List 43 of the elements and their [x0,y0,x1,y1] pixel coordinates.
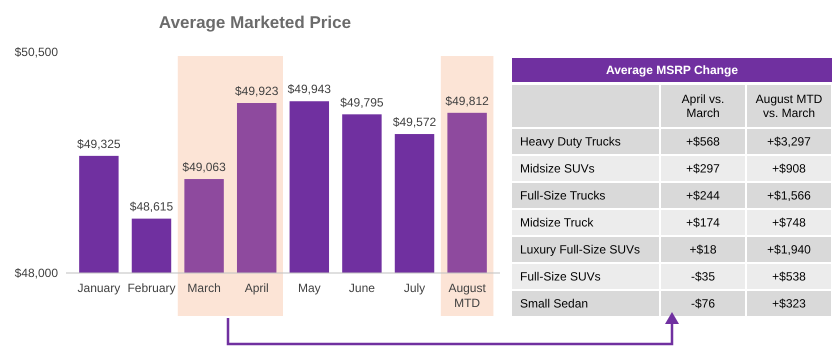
x-tick-label: July [404,281,426,295]
data-label: $49,943 [288,82,332,96]
y-tick-label: $50,500 [14,45,58,60]
category-label: August MTD vs. March [756,92,823,120]
text: +$568 [686,134,720,149]
text: +$3,297 [767,134,811,149]
category-label: Small Sedan [520,296,588,311]
text: +$908 [772,162,806,176]
text: +$748 [772,216,806,230]
text: +$244 [686,188,720,203]
text: -$76 [690,296,716,311]
data-label: $48,615 [130,200,174,214]
data-label: $49,923 [235,84,279,98]
chart-title: Average Marketed Price [158,13,352,32]
category-label: April vs. March [682,92,724,120]
text: +$18 [689,242,717,257]
category-label: Full-Size SUVs [520,270,601,284]
x-tick-label: August MTD [448,281,486,310]
x-tick-label: January [78,281,120,295]
category-label: Midsize SUVs [520,162,595,176]
x-tick-label: May [298,281,321,295]
text: +$174 [686,216,720,230]
text: +$1,940 [767,242,811,257]
x-tick-label: April [244,281,269,295]
x-tick-label: March [187,281,221,295]
text: +$1,566 [767,188,811,203]
data-label: $49,325 [77,136,121,151]
x-tick-label: June [348,281,376,295]
text: +$538 [772,270,806,284]
text: -$35 [690,270,716,284]
text: Average MSRP Change [606,63,738,78]
data-label: $49,812 [445,94,490,108]
text: +$297 [686,162,720,176]
category-label: Heavy Duty Trucks [520,134,621,149]
text: +$323 [772,296,806,311]
y-tick-label: $48,000 [14,266,58,280]
data-label: $49,795 [340,95,384,110]
category-label: Midsize Truck [520,216,594,230]
data-label: $49,572 [392,115,437,130]
data-label: $49,063 [182,160,226,174]
x-tick-label: February [127,281,176,295]
category-label: Luxury Full-Size SUVs [520,242,640,257]
category-label: Full-Size Trucks [520,188,606,203]
